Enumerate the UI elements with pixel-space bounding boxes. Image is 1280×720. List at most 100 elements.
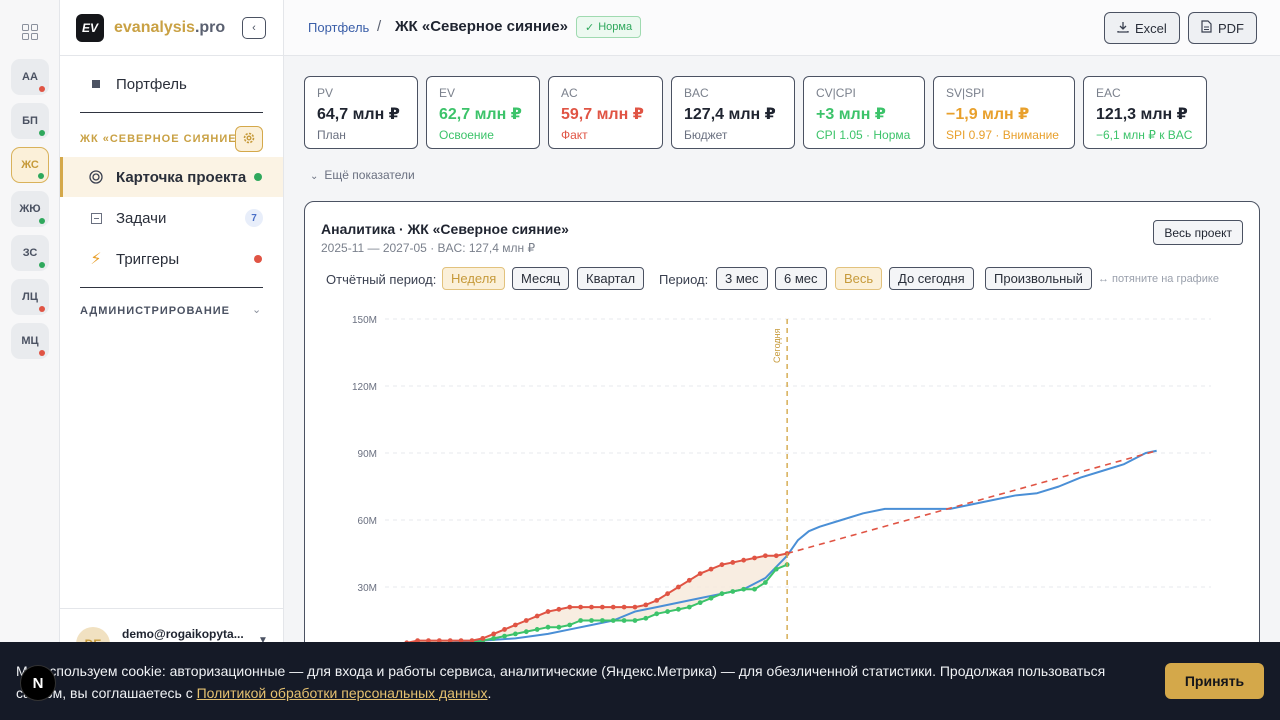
page-title: ЖК «Северное сияние» <box>395 18 568 35</box>
kpi-label: CV|CPI <box>816 86 856 100</box>
sidebar-item-project-card[interactable]: Карточка проекта <box>60 157 283 197</box>
rail-project-button[interactable]: ЖЮ <box>11 191 49 227</box>
rail-project-initials: ЗС <box>22 247 38 259</box>
rail-project-button[interactable]: БП <box>11 103 49 139</box>
rail-project-button[interactable]: МЦ <box>11 323 49 359</box>
ac-point <box>773 553 779 559</box>
project-rail: АА БП ЖС ЖЮ ЗС ЛЦ МЦ <box>0 0 60 720</box>
breadcrumb-portfolio[interactable]: Портфель <box>308 20 370 35</box>
y-tick-label: 90M <box>358 449 377 460</box>
ac-point <box>752 555 757 561</box>
period-custom[interactable]: Произвольный <box>985 267 1092 290</box>
collapse-sidebar-button[interactable]: ‹ <box>242 17 266 39</box>
caret-down-icon: ▼ <box>258 635 268 646</box>
kpi-sub: План <box>317 128 346 142</box>
ev-point <box>556 624 562 630</box>
ev-point <box>621 618 627 623</box>
ev-point <box>589 618 594 623</box>
list-icon <box>88 212 104 224</box>
kpi-value: 62,7 млн ₽ <box>439 106 522 123</box>
ac-point <box>523 618 529 623</box>
cookie-banner: Мы используем cookie: авторизационные — … <box>0 642 1280 720</box>
ac-point <box>730 560 736 565</box>
ac-point <box>545 609 551 614</box>
ac-point <box>404 640 409 642</box>
chevron-left-icon: ‹ <box>252 22 256 34</box>
kpi-card: SV|SPI −1,9 млн ₽ SPI 0.97 · Внимание <box>933 76 1075 149</box>
kpi-sub: −6,1 млн ₽ к BAC <box>1096 128 1193 142</box>
rail-project-button[interactable]: ЖС <box>11 147 49 183</box>
accept-cookies-button[interactable]: Принять <box>1165 663 1264 699</box>
rail-project-initials: АА <box>22 71 38 83</box>
admin-section-toggle[interactable]: АДМИНИСТРИРОВАНИЕ <box>80 305 231 317</box>
rail-status-dot <box>39 262 45 268</box>
sidebar-item-portfolio[interactable]: Портфель <box>60 64 283 104</box>
ev-point <box>676 606 681 612</box>
pv-series-line <box>448 449 1157 642</box>
eac-series-line <box>786 449 1157 555</box>
project-status-dot <box>254 173 262 181</box>
whole-project-button[interactable]: Весь проект <box>1153 220 1243 245</box>
report-period-month[interactable]: Месяц <box>512 267 570 290</box>
period-6m[interactable]: 6 мес <box>775 267 827 290</box>
ac-point <box>556 606 562 612</box>
drag-hint: ↔ потяните на графике <box>1098 273 1219 285</box>
rail-project-button[interactable]: АА <box>11 59 49 95</box>
ac-point <box>480 635 486 641</box>
rail-status-dot <box>39 350 45 356</box>
ac-point <box>426 638 431 642</box>
period-all[interactable]: Весь <box>835 267 883 290</box>
ev-point <box>752 586 757 592</box>
brand-name[interactable]: evanalysis.pro <box>114 19 225 37</box>
kpi-card: CV|CPI +3 млн ₽ CPI 1.05 · Норма <box>803 76 925 149</box>
rail-project-button[interactable]: ЗС <box>11 235 49 271</box>
apps-grid-icon[interactable] <box>22 24 38 40</box>
rail-project-button[interactable]: ЛЦ <box>11 279 49 315</box>
privacy-policy-link[interactable]: Политикой обработки персональных данных <box>196 685 488 701</box>
cookie-message: Мы используем cookie: авторизационные — … <box>16 663 1106 701</box>
sidebar-item-label: Задачи <box>116 209 167 227</box>
excel-label: Excel <box>1135 20 1167 36</box>
ev-point <box>534 627 540 632</box>
brand-suffix: .pro <box>194 18 226 36</box>
ac-point <box>762 553 768 559</box>
tasks-count-badge: 7 <box>245 209 263 227</box>
ac-point <box>665 591 670 597</box>
ac-point <box>502 627 507 632</box>
report-period-quarter[interactable]: Квартал <box>577 267 645 290</box>
more-metrics-toggle[interactable]: ⌄ Ещё показатели <box>310 168 415 182</box>
target-icon <box>88 170 104 184</box>
logo-row: EV evanalysis.pro ‹ <box>60 0 283 56</box>
more-metrics-label: Ещё показатели <box>324 168 415 182</box>
ev-point <box>523 629 529 635</box>
chevron-down-icon[interactable]: ⌄ <box>252 304 262 316</box>
ac-point <box>578 604 584 610</box>
period-to-today[interactable]: До сегодня <box>889 267 974 290</box>
rail-project-initials: БП <box>22 115 38 127</box>
divider <box>80 112 263 113</box>
ac-point <box>589 604 594 610</box>
ac-point <box>567 604 573 610</box>
ev-chart[interactable]: 150M 120M 90M 60M 30M Сегодня <box>305 302 1260 642</box>
export-pdf-button[interactable]: PDF <box>1188 12 1257 44</box>
sidebar-item-triggers[interactable]: ⚡ Триггеры <box>60 239 283 279</box>
ev-point <box>719 591 725 597</box>
export-excel-button[interactable]: Excel <box>1104 12 1180 44</box>
cookie-tail: . <box>487 685 492 701</box>
nextjs-badge[interactable]: N <box>20 665 56 701</box>
cookie-text: Мы используем cookie: авторизационные — … <box>16 660 1116 704</box>
ev-point <box>654 611 660 617</box>
report-period-week[interactable]: Неделя <box>442 267 506 290</box>
logo-badge[interactable]: EV <box>76 13 104 42</box>
project-settings-button[interactable] <box>235 126 263 152</box>
y-tick-label: 60M <box>358 516 377 527</box>
ac-point <box>436 638 442 642</box>
ac-point <box>447 638 453 642</box>
period-3m[interactable]: 3 мес <box>716 267 768 290</box>
rail-status-dot <box>38 173 44 179</box>
kpi-sub: CPI 1.05 · Норма <box>816 128 911 142</box>
sidebar-item-tasks[interactable]: Задачи <box>60 198 283 238</box>
kpi-card: PV 64,7 млн ₽ План <box>304 76 418 149</box>
status-badge: ✓ Норма <box>576 16 642 38</box>
ev-point <box>599 618 605 623</box>
